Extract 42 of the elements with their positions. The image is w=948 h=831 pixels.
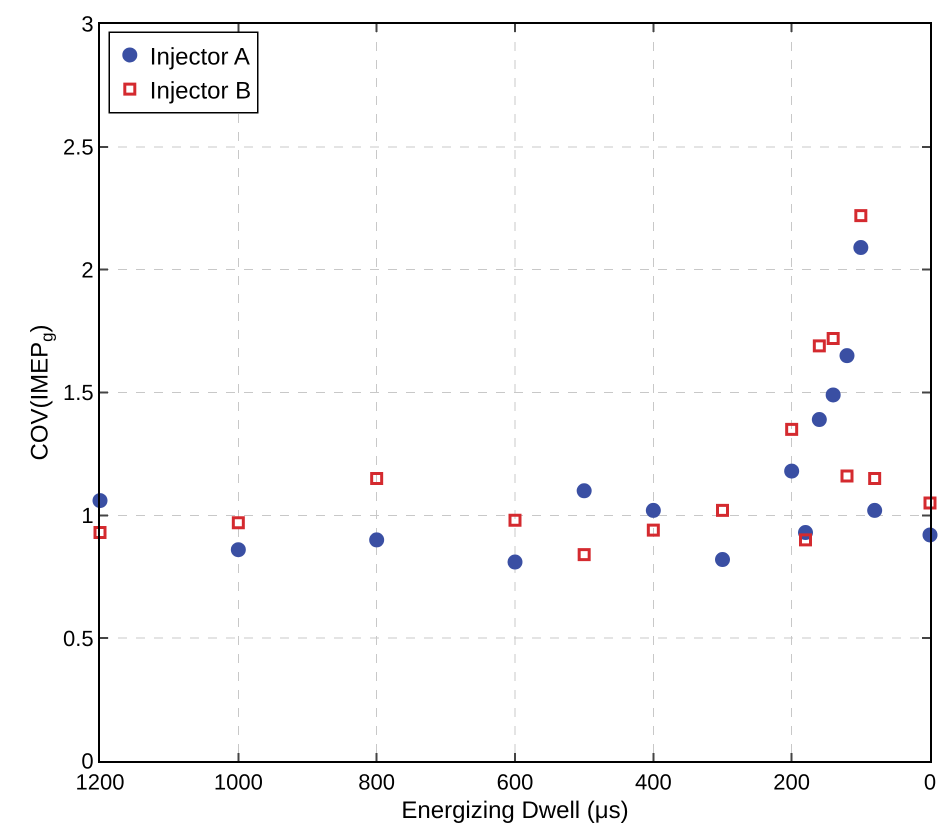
legend-label: Injector B bbox=[150, 78, 252, 105]
y-tick-label: 3 bbox=[81, 12, 94, 37]
x-axis-title: Energizing Dwell (μs) bbox=[401, 797, 629, 824]
point bbox=[508, 554, 522, 570]
x-tick-label: 1000 bbox=[214, 769, 263, 794]
x-tick-label: 800 bbox=[358, 769, 396, 794]
point bbox=[812, 412, 827, 428]
point bbox=[576, 483, 592, 498]
point bbox=[369, 532, 384, 548]
point bbox=[924, 496, 936, 510]
point bbox=[578, 548, 591, 562]
point bbox=[812, 339, 826, 352]
point bbox=[232, 516, 245, 530]
y-tick-label: 1 bbox=[81, 503, 94, 528]
point bbox=[646, 502, 661, 518]
y-tick-label: 2 bbox=[81, 257, 94, 282]
point bbox=[868, 472, 882, 485]
x-tick-label: 0 bbox=[924, 769, 936, 794]
legend-label: Injector A bbox=[150, 43, 250, 70]
point bbox=[716, 504, 729, 517]
y-tick-label: 0.5 bbox=[63, 626, 94, 651]
point bbox=[840, 348, 854, 364]
point bbox=[853, 240, 868, 256]
point bbox=[715, 552, 730, 568]
point bbox=[785, 422, 798, 436]
y-tick-label: 2.5 bbox=[63, 134, 94, 160]
point bbox=[370, 472, 384, 485]
x-tick-label: 400 bbox=[634, 769, 672, 794]
point bbox=[784, 464, 800, 479]
point bbox=[94, 526, 106, 540]
point bbox=[840, 470, 854, 483]
y-tick-label: 1.5 bbox=[63, 380, 94, 406]
point bbox=[508, 514, 522, 527]
point bbox=[799, 533, 812, 546]
x-tick-label: 600 bbox=[496, 769, 534, 794]
point bbox=[854, 209, 868, 222]
point bbox=[867, 502, 882, 518]
point bbox=[826, 332, 840, 345]
point bbox=[230, 542, 246, 558]
point bbox=[826, 387, 841, 402]
x-tick-label: 200 bbox=[773, 769, 810, 794]
point bbox=[646, 524, 660, 537]
